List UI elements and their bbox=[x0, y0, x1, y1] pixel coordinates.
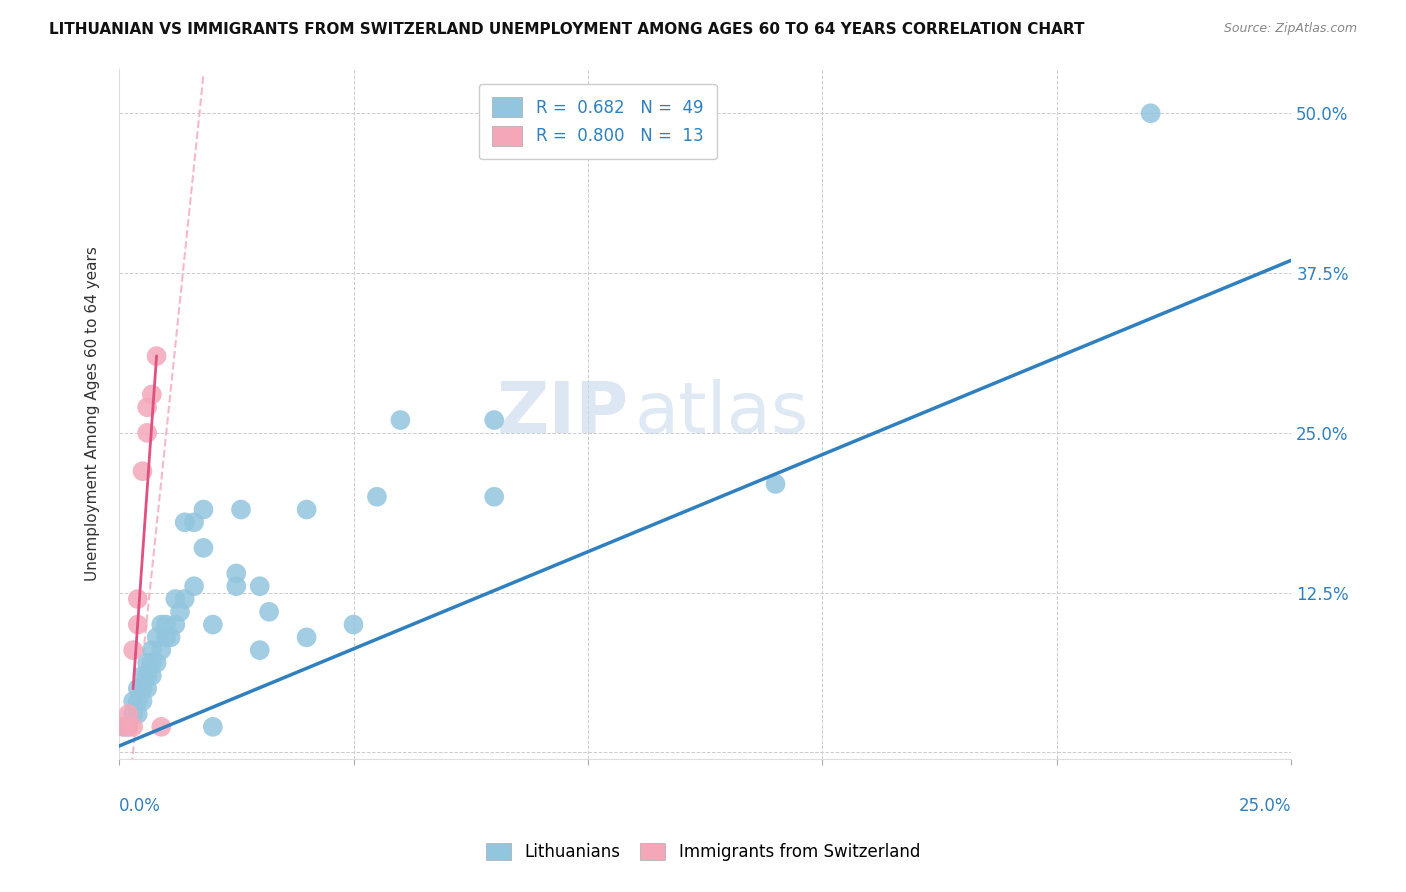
Point bbox=[136, 401, 159, 415]
Point bbox=[145, 656, 167, 670]
Text: Source: ZipAtlas.com: Source: ZipAtlas.com bbox=[1223, 22, 1357, 36]
Point bbox=[229, 502, 252, 516]
Point bbox=[145, 349, 167, 363]
Y-axis label: Unemployment Among Ages 60 to 64 years: Unemployment Among Ages 60 to 64 years bbox=[86, 246, 100, 581]
Point bbox=[225, 566, 247, 581]
Point bbox=[169, 605, 191, 619]
Point bbox=[173, 516, 195, 530]
Point bbox=[150, 720, 173, 734]
Point bbox=[122, 720, 145, 734]
Point bbox=[201, 720, 224, 734]
Point bbox=[295, 631, 318, 645]
Point bbox=[155, 631, 177, 645]
Point bbox=[122, 643, 145, 657]
Point bbox=[165, 617, 187, 632]
Point bbox=[150, 617, 173, 632]
Point bbox=[127, 592, 149, 607]
Point bbox=[131, 694, 153, 708]
Point bbox=[117, 720, 139, 734]
Point bbox=[295, 502, 318, 516]
Text: atlas: atlas bbox=[636, 379, 810, 448]
Legend: Lithuanians, Immigrants from Switzerland: Lithuanians, Immigrants from Switzerland bbox=[479, 836, 927, 868]
Point bbox=[249, 643, 271, 657]
Point bbox=[131, 464, 153, 478]
Point bbox=[366, 490, 388, 504]
Point bbox=[150, 643, 173, 657]
Point bbox=[342, 617, 364, 632]
Point bbox=[389, 413, 412, 427]
Point bbox=[141, 643, 163, 657]
Point bbox=[136, 669, 159, 683]
Point bbox=[112, 720, 135, 734]
Text: 25.0%: 25.0% bbox=[1239, 797, 1291, 814]
Point bbox=[159, 631, 181, 645]
Point bbox=[136, 425, 159, 440]
Point bbox=[117, 720, 139, 734]
Point bbox=[765, 477, 787, 491]
Text: ZIP: ZIP bbox=[496, 379, 628, 448]
Text: 0.0%: 0.0% bbox=[120, 797, 160, 814]
Point bbox=[141, 669, 163, 683]
Point bbox=[136, 681, 159, 696]
Point bbox=[482, 490, 505, 504]
Point bbox=[165, 592, 187, 607]
Point bbox=[145, 631, 167, 645]
Point bbox=[127, 694, 149, 708]
Point bbox=[131, 669, 153, 683]
Point bbox=[112, 720, 135, 734]
Point bbox=[257, 605, 280, 619]
Point bbox=[127, 681, 149, 696]
Point bbox=[136, 656, 159, 670]
Point bbox=[141, 656, 163, 670]
Point bbox=[193, 541, 215, 555]
Point bbox=[127, 706, 149, 721]
Text: LITHUANIAN VS IMMIGRANTS FROM SWITZERLAND UNEMPLOYMENT AMONG AGES 60 TO 64 YEARS: LITHUANIAN VS IMMIGRANTS FROM SWITZERLAN… bbox=[49, 22, 1084, 37]
Point bbox=[131, 681, 153, 696]
Point bbox=[201, 617, 224, 632]
Legend: R =  0.682   N =  49, R =  0.800   N =  13: R = 0.682 N = 49, R = 0.800 N = 13 bbox=[479, 84, 717, 160]
Point bbox=[122, 706, 145, 721]
Point bbox=[1139, 106, 1161, 120]
Point bbox=[141, 387, 163, 401]
Point bbox=[482, 413, 505, 427]
Point bbox=[183, 579, 205, 593]
Point bbox=[117, 706, 139, 721]
Point bbox=[183, 516, 205, 530]
Point bbox=[193, 502, 215, 516]
Point bbox=[127, 617, 149, 632]
Point bbox=[225, 579, 247, 593]
Point bbox=[249, 579, 271, 593]
Point bbox=[155, 617, 177, 632]
Point bbox=[173, 592, 195, 607]
Point bbox=[122, 694, 145, 708]
